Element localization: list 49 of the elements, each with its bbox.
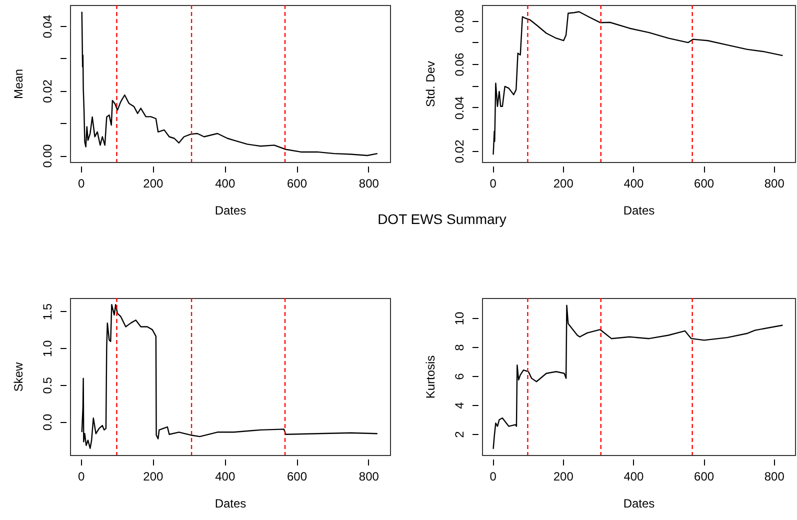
y-axis-title: Mean	[12, 68, 26, 100]
y-tick-label: 8	[452, 344, 466, 351]
y-tick-label: 0.5	[40, 376, 54, 394]
x-tick-label: 200	[553, 470, 574, 484]
x-tick-label: 0	[490, 470, 497, 484]
y-tick-label: 1.5	[40, 303, 54, 320]
x-tick-label: 800	[764, 470, 785, 484]
x-tick-label: 800	[358, 470, 380, 484]
y-tick-label: 6	[452, 372, 466, 380]
x-tick-label: 400	[624, 176, 644, 190]
x-tick-label: 400	[215, 470, 236, 484]
y-tick-label: 0.00	[40, 144, 54, 168]
x-tick-label: 200	[143, 176, 164, 190]
y-axis-title: Std. Dev	[424, 60, 438, 108]
y-tick-label: 10	[452, 312, 466, 326]
y-tick-label: 4	[452, 402, 466, 409]
y-tick-label: 0.02	[40, 79, 54, 103]
y-tick-label: 1.0	[40, 340, 54, 357]
x-tick-label: 800	[358, 176, 380, 190]
y-tick-label: 0.02	[452, 139, 466, 164]
x-tick-label: 600	[287, 176, 308, 190]
y-tick-label: 0.0	[40, 414, 54, 431]
line-series	[492, 304, 784, 450]
x-tick-label: 400	[215, 176, 236, 190]
y-tick-label: 0.08	[452, 9, 466, 33]
x-tick-label: 600	[694, 176, 714, 190]
x-tick-label: 0	[78, 176, 85, 190]
line-series	[81, 304, 378, 449]
line-series	[81, 11, 378, 156]
x-tick-label: 600	[287, 470, 308, 484]
y-axis-title: Kurtosis	[424, 355, 438, 399]
x-tick-label: 0	[490, 176, 497, 190]
x-tick-label: 600	[694, 470, 714, 484]
x-tick-label: 400	[624, 470, 644, 484]
y-axis-title: Skew	[12, 362, 26, 392]
x-axis-title: Dates	[623, 204, 655, 218]
x-axis-title: Dates	[214, 204, 246, 218]
x-tick-label: 200	[143, 470, 164, 484]
text: DOT EWS Summary	[376, 211, 508, 227]
x-tick-label: 800	[764, 176, 785, 190]
y-tick-label: 0.06	[452, 52, 466, 76]
x-tick-label: 0	[78, 470, 85, 484]
line-series	[492, 11, 784, 156]
y-tick-label: 0.04	[40, 14, 54, 38]
x-axis-title: Dates	[214, 496, 246, 510]
x-tick-label: 200	[553, 176, 574, 190]
y-tick-label: 2	[452, 430, 466, 438]
y-tick-label: 0.04	[452, 96, 466, 120]
x-axis-title: Dates	[623, 496, 655, 510]
